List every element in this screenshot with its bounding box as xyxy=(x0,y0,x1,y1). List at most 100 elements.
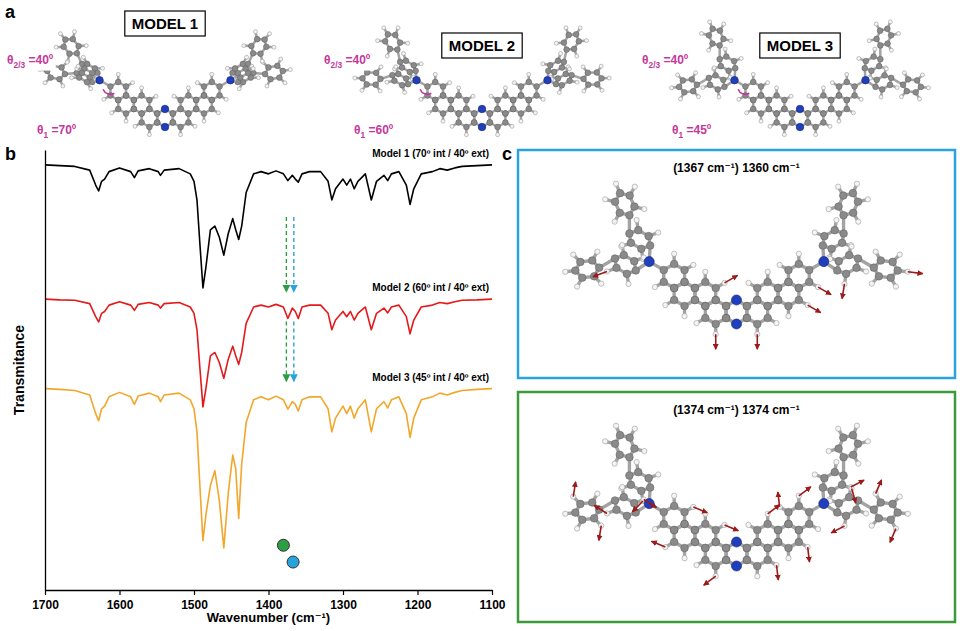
hydrogen-atom xyxy=(837,119,841,123)
displacement-arrow xyxy=(725,275,738,283)
angle-arc xyxy=(737,89,749,95)
x-tick-mark xyxy=(119,590,120,595)
carbon-atom xyxy=(795,538,803,546)
hydrogen-atom xyxy=(672,493,677,498)
hydrogen-atom xyxy=(527,72,531,76)
carbon-atom xyxy=(660,266,668,274)
carbon-atom xyxy=(616,431,624,439)
hydrogen-atom xyxy=(54,45,58,49)
carbon-atom xyxy=(670,284,678,292)
guide-arrow xyxy=(286,322,287,382)
carbon-atom xyxy=(717,28,723,34)
figure: abcMODEL 1θ2/3 =40ºθ1 =70ºMODEL 2θ2/3 =4… xyxy=(0,0,960,631)
displacement-arrow xyxy=(890,529,896,543)
carbon-atom xyxy=(821,111,827,117)
carbon-atom xyxy=(712,284,720,292)
carbon-atom xyxy=(889,258,897,266)
hydrogen-atom xyxy=(863,511,868,516)
hydrogen-atom xyxy=(489,94,493,98)
nitrogen-atom xyxy=(819,257,829,267)
x-axis-title: Wavenumber (cm⁻¹) xyxy=(207,610,330,625)
hydrogen-atom xyxy=(179,133,183,137)
hydrogen-atom xyxy=(620,242,625,247)
carbon-atom xyxy=(616,189,624,197)
carbon-atom xyxy=(813,106,819,112)
carbon-atom xyxy=(471,111,477,117)
hydrogen-atom xyxy=(210,72,214,76)
carbon-atom xyxy=(789,120,795,126)
carbon-atom xyxy=(789,111,795,117)
carbon-atom xyxy=(561,59,567,65)
hydrogen-atom xyxy=(902,71,906,75)
carbon-atom xyxy=(571,267,579,275)
carbon-atom xyxy=(875,514,883,522)
mode-title: (1374 cm⁻¹) 1374 cm⁻¹ xyxy=(673,403,800,417)
carbon-atom xyxy=(547,62,553,68)
carbon-atom xyxy=(209,106,215,112)
carbon-atom xyxy=(397,59,403,65)
carbon-atom xyxy=(518,93,524,99)
model-title: MODEL 3 xyxy=(767,37,833,54)
carbon-atom xyxy=(631,445,639,453)
angle-text: θ1 =70º xyxy=(37,123,77,140)
hydrogen-atom xyxy=(607,76,611,80)
hydrogen-atom xyxy=(691,262,696,267)
carbon-atom xyxy=(551,69,557,75)
hydrogen-atom xyxy=(433,72,437,76)
carbon-atom xyxy=(722,314,730,322)
carbon-atom xyxy=(701,556,709,564)
hydrogen-atom xyxy=(225,66,229,70)
hydrogen-atom xyxy=(682,314,687,319)
y-axis-title: Transmitance xyxy=(11,325,27,415)
nitrogen-atom xyxy=(731,295,741,305)
carbon-atom xyxy=(76,43,82,49)
carbon-atom xyxy=(743,544,751,552)
carbon-atom xyxy=(518,111,524,117)
hydrogen-atom xyxy=(856,461,861,466)
hydrogen-atom xyxy=(471,94,475,98)
carbon-atom xyxy=(805,520,813,528)
hydrogen-atom xyxy=(865,439,870,444)
hydrogen-atom xyxy=(131,81,135,85)
carbon-atom xyxy=(193,106,199,112)
hydrogen-atom xyxy=(265,84,269,88)
carbon-atom xyxy=(889,500,897,508)
hydrogen-atom xyxy=(193,124,197,128)
carbon-atom xyxy=(670,526,678,534)
hydrogen-atom xyxy=(774,320,779,325)
carbon-atom xyxy=(743,314,751,322)
displacement-arrow xyxy=(799,487,811,496)
hydrogen-atom xyxy=(707,48,711,52)
carbon-atom xyxy=(689,76,695,82)
x-tick-label: 1600 xyxy=(107,598,134,612)
carbon-atom xyxy=(616,209,624,217)
carbon-atom xyxy=(395,71,401,77)
hydrogen-atom xyxy=(503,86,507,90)
hydrogen-atom xyxy=(873,249,878,254)
hydrogen-atom xyxy=(926,86,930,90)
carbon-atom xyxy=(766,106,772,112)
carbon-atoms xyxy=(571,431,901,570)
hydrogen-atom xyxy=(256,76,260,80)
carbon-atom xyxy=(676,84,682,90)
mode-panel: (1367 cm⁻¹) 1360 cm⁻¹ xyxy=(518,150,955,378)
hydrogen-atom xyxy=(632,184,637,189)
carbon-atom xyxy=(178,97,184,103)
carbon-atom xyxy=(828,487,836,495)
carbon-atom xyxy=(718,63,724,69)
carbon-atom xyxy=(646,242,654,250)
carbon-atom xyxy=(209,97,215,103)
displacement-arrow xyxy=(852,488,856,502)
hydrogen-atom xyxy=(102,97,106,101)
hydrogen-atom xyxy=(863,269,868,274)
carbon-atom xyxy=(217,93,223,99)
guide-arrow xyxy=(286,217,287,292)
hydrogen-atom xyxy=(897,494,902,499)
hydrogen-atom xyxy=(567,67,571,71)
carbon-atom xyxy=(840,453,848,461)
carbon-atom xyxy=(774,93,780,99)
carbon-atom xyxy=(681,89,687,95)
nitrogen-atoms xyxy=(644,499,829,571)
carbon-atom xyxy=(789,120,795,126)
guide-arrow xyxy=(293,322,294,382)
